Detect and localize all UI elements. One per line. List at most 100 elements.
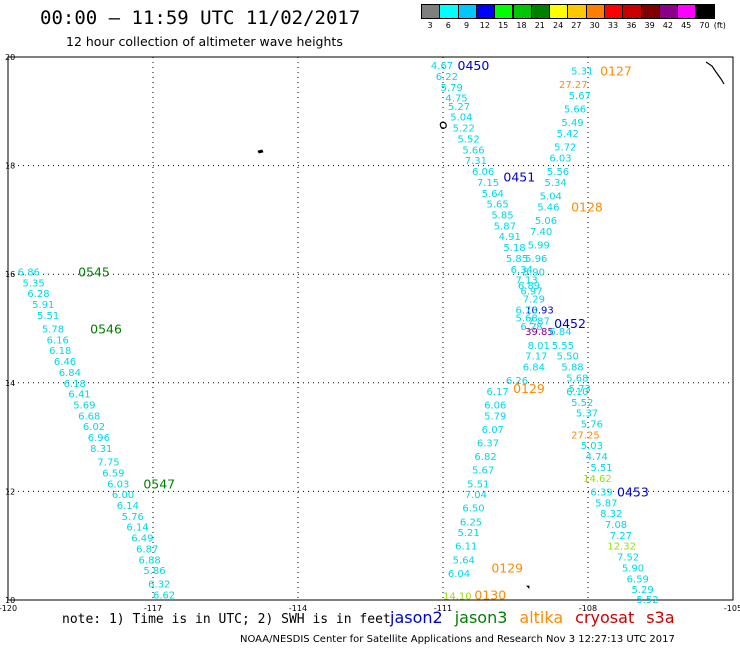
wave-height-reading: 5.18	[503, 243, 525, 254]
wave-height-reading: 6.28	[520, 322, 542, 333]
altimeter-tracks: 6.865.356.285.915.515.786.166.186.466.84…	[18, 58, 659, 606]
wave-height-reading: 4.75	[445, 94, 467, 105]
wave-height-reading: 7.40	[530, 227, 552, 238]
color-swatch-label: 12	[479, 21, 490, 30]
wave-height-reading: 6.28	[27, 289, 49, 300]
wave-height-reading: 5.64	[482, 189, 504, 200]
lon-tick-label: -105	[724, 604, 740, 613]
wave-height-reading: 7.31	[465, 156, 487, 167]
credit-line: NOAA/NESDIS Center for Satellite Applica…	[240, 634, 675, 645]
wave-height-reading: 6.06	[484, 401, 506, 412]
color-swatch-label: 36	[626, 21, 637, 30]
satellite-legend-jason3: jason3	[454, 608, 508, 627]
wave-height-reading: 5.21	[458, 528, 480, 539]
wave-height-reading: 5.72	[554, 143, 576, 154]
wave-height-reading: 8.01	[528, 341, 550, 352]
wave-height-reading: 5.76	[581, 420, 603, 431]
map-title: 00:00 — 11:59 UTC 11/02/2017	[40, 7, 361, 29]
wave-height-reading: 5.56	[547, 167, 569, 178]
wave-height-reading: 7.27	[610, 531, 632, 542]
wave-height-reading: 5.51	[467, 479, 489, 490]
wave-height-reading: 27.25	[571, 430, 600, 441]
wave-height-reading: 14.10	[443, 592, 472, 603]
wave-height-reading: 5.31	[571, 67, 593, 78]
color-swatch-label: 6	[445, 21, 451, 30]
note-text: note: 1) Time is in UTC; 2) SWH is in fe…	[62, 612, 391, 627]
wave-height-reading: 5.64	[453, 555, 475, 566]
color-swatch-label: 27	[571, 21, 582, 30]
wave-height-reading: 6.14	[117, 501, 139, 512]
wave-height-reading: 27.27	[559, 80, 588, 91]
wave-height-reading: 5.87	[595, 498, 617, 509]
wave-height-reading: 10.93	[525, 305, 554, 316]
color-swatch-label: 3	[427, 21, 433, 30]
wave-height-reading: 39.85	[525, 327, 554, 338]
satellite-legend-altika: altika	[519, 608, 564, 627]
wave-height-reading: 5.27	[448, 102, 470, 113]
pass-time-label: 0127	[600, 64, 632, 79]
wave-height-reading: 5.87	[494, 221, 516, 232]
wave-height-reading: 6.59	[627, 574, 649, 585]
wave-height-reading: 6.97	[520, 286, 542, 297]
wave-height-reading: 5.65	[487, 200, 509, 211]
map-frame	[7, 56, 734, 601]
wave-height-reading: 5.78	[42, 325, 64, 336]
wave-height-reading: 14.62	[583, 474, 612, 485]
lon-tick-label: -108	[579, 604, 597, 613]
wave-height-reading: 5.69	[73, 401, 95, 412]
wave-height-reading: 8.31	[90, 444, 112, 455]
lat-tick-label: 14	[5, 379, 15, 388]
wave-height-reading: 5.49	[561, 118, 583, 129]
axis-tick-labels: -120 -117 -114 -111 -108 -105 20 18 16 14 12 10	[0, 53, 740, 613]
wave-height-reading: 5.37	[576, 409, 598, 420]
wave-height-reading: 6.73	[516, 305, 538, 316]
coastline	[257, 61, 725, 589]
wave-height-reading: 7.52	[617, 553, 639, 564]
wave-height-reading: 5.79	[441, 83, 463, 94]
pass-time-label: 0129	[491, 560, 523, 575]
pass-time-label: 0128	[571, 199, 603, 214]
wave-height-reading: 5.85	[491, 210, 513, 221]
lon-tick-label: -111	[434, 604, 452, 613]
pass-time-label: 0129	[513, 381, 545, 396]
wave-height-reading: 6.82	[474, 452, 496, 463]
color-swatch-label: 24	[553, 21, 564, 30]
wave-height-reading: 6.03	[107, 479, 129, 490]
wave-height-reading: 7.75	[97, 458, 119, 469]
pass-time-label: 0546	[90, 322, 122, 337]
color-scale-legend: 3 6 9 12 15 18 21 24 27 30 33 36 39 42 45 70 (ft)	[421, 4, 733, 36]
wave-height-reading: 5.52	[458, 134, 480, 145]
wave-height-reading: 4.67	[431, 61, 453, 72]
wave-height-reading: 5.22	[453, 124, 475, 135]
wave-height-reading: 7.04	[465, 490, 487, 501]
wave-height-reading: 12.32	[607, 542, 636, 553]
island-tiny	[526, 585, 530, 589]
wave-height-reading: 5.42	[557, 129, 579, 140]
wave-height-reading: 5.51	[590, 463, 612, 474]
wave-height-reading: 6.03	[549, 153, 571, 164]
island-small	[257, 149, 264, 154]
wave-height-reading: 5.99	[528, 240, 550, 251]
wave-height-reading: 5.04	[540, 191, 562, 202]
wave-height-reading: 7.08	[605, 520, 627, 531]
wave-height-reading: 5.86	[143, 566, 165, 577]
wave-height-reading: 6.26	[506, 376, 528, 387]
wave-height-reading: 6.07	[482, 425, 504, 436]
wave-height-reading: 6.59	[102, 468, 124, 479]
wave-height-reading: 6.04	[448, 569, 470, 580]
lon-tick-label: -114	[289, 604, 307, 613]
lat-tick-label: 20	[5, 53, 15, 62]
wave-height-reading: 5.46	[537, 202, 559, 213]
pass-time-label: 0450	[458, 58, 490, 73]
wave-height-reading: 6.11	[455, 542, 477, 553]
wave-height-reading: 6.22	[436, 72, 458, 83]
wave-height-reading: 7.29	[523, 295, 545, 306]
wave-height-reading: 5.79	[484, 411, 506, 422]
wave-height-reading: 6.41	[68, 390, 90, 401]
color-swatch-label: 9	[464, 21, 470, 30]
wave-height-reading: 6.87	[136, 544, 158, 555]
lat-tick-label: 12	[5, 487, 15, 496]
lon-tick-label: -120	[0, 604, 17, 613]
wave-height-reading: 6.39	[590, 487, 612, 498]
